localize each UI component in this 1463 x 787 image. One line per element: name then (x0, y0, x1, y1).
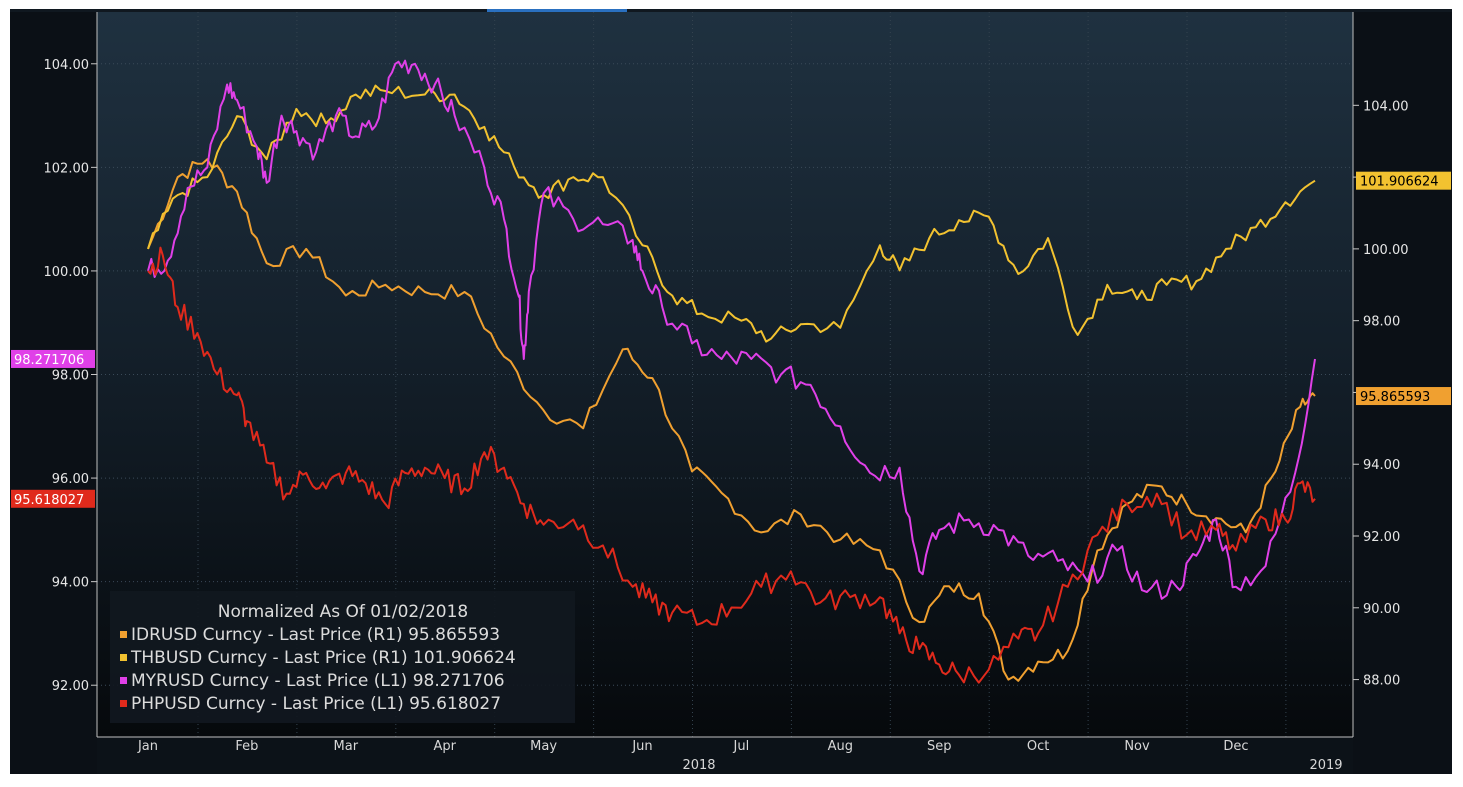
month-label: Feb (235, 739, 258, 754)
right-tick-label: 100.00 (1363, 243, 1409, 258)
legend-swatch-myrusd (120, 677, 127, 684)
last-price-tag-idrusd (1356, 387, 1451, 406)
last-price-value-phpusd: 95.618027 (14, 493, 84, 508)
right-tick-label: 98.00 (1363, 315, 1400, 330)
legend: Normalized As Of 01/02/2018 IDRUSD Curnc… (110, 591, 575, 723)
month-label: Aug (828, 739, 853, 754)
left-tick-label: 96.00 (52, 472, 89, 487)
left-axis-band (10, 12, 97, 774)
top-scroll-indicator (487, 9, 627, 12)
month-label: Apr (433, 739, 456, 754)
year-label: 2018 (682, 758, 715, 773)
right-tick-label: 88.00 (1363, 674, 1400, 689)
left-tick-label: 100.00 (44, 265, 90, 280)
month-label: Oct (1027, 739, 1049, 754)
legend-entry-phpusd: PHPUSD Curncy - Last Price (L1) 95.61802… (131, 694, 501, 714)
legend-title: Normalized As Of 01/02/2018 (218, 602, 468, 622)
last-price-value-myrusd: 98.271706 (14, 353, 84, 368)
legend-swatch-phpusd (120, 700, 127, 707)
legend-entry-idrusd: IDRUSD Curncy - Last Price (R1) 95.86559… (131, 625, 500, 645)
x-axis: Jan Feb Mar Apr May Jun Jul Aug Sep Oct Nov Dec 2018… (97, 736, 1353, 773)
last-price-tag-myrusd (11, 349, 95, 368)
legend-swatch-idrusd (120, 631, 127, 638)
legend-entry-thbusd: THBUSD Curncy - Last Price (R1) 101.9066… (130, 648, 516, 668)
left-tick-label: 94.00 (52, 576, 89, 591)
month-label: Sep (927, 739, 952, 754)
series-line-phpusd (147, 246, 1316, 684)
month-label: Jun (631, 739, 652, 754)
right-axis: 104.00102.00100.0098.0096.0094.0092.0090… (1352, 12, 1409, 737)
legend-swatch-thbusd (120, 654, 127, 661)
left-tick-label: 104.00 (44, 58, 90, 73)
last-price-tag-thbusd (1356, 171, 1451, 190)
series-line-idrusd (147, 158, 1316, 682)
left-tick-label: 98.00 (52, 369, 89, 384)
legend-entry-myrusd: MYRUSD Curncy - Last Price (L1) 98.27170… (131, 671, 505, 691)
month-label: May (530, 739, 557, 754)
left-tick-label: 102.00 (44, 161, 90, 176)
month-label: Jan (137, 739, 158, 754)
year-label: 2019 (1309, 758, 1342, 773)
right-tick-label: 92.00 (1363, 530, 1400, 545)
last-price-labels: 95.865593 101.906624 98.271706 95.618027 (11, 171, 1451, 508)
last-price-value-thbusd: 101.906624 (1360, 175, 1439, 190)
series-line-myrusd (147, 59, 1316, 600)
series-lines (147, 59, 1316, 684)
left-axis: 104.00 102.00 100.00 98.00 96.00 94.00 92.00 (44, 12, 98, 737)
bottom-axis-band (97, 737, 1353, 774)
legend-box (110, 591, 575, 723)
right-tick-label: 104.00 (1363, 99, 1409, 114)
last-price-tag-phpusd (11, 489, 95, 508)
series-line-thbusd (147, 84, 1316, 343)
month-label: Nov (1124, 739, 1150, 754)
last-price-value-idrusd: 95.865593 (1360, 390, 1430, 405)
month-label: Jul (733, 739, 750, 754)
month-label: Dec (1223, 739, 1248, 754)
month-label: Mar (334, 739, 359, 754)
right-tick-label: 94.00 (1363, 458, 1400, 473)
right-tick-label: 90.00 (1363, 602, 1400, 617)
left-tick-label: 92.00 (52, 679, 89, 694)
